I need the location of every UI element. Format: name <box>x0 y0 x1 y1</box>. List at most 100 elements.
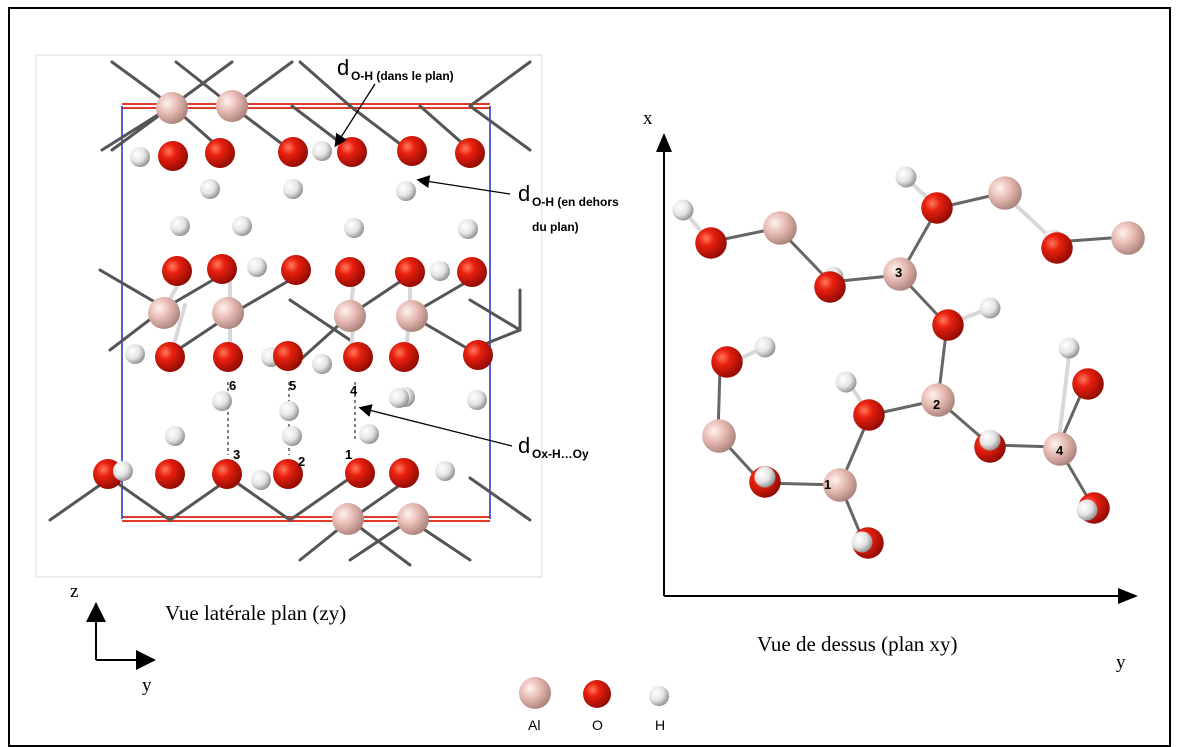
side-view-caption: Vue latérale plan (zy) <box>165 601 346 625</box>
legend-label-al: Al <box>528 717 540 733</box>
oxygen-atom <box>155 459 185 489</box>
site-number-5: 5 <box>289 378 296 393</box>
svg-text:d: d <box>337 55 349 80</box>
oxygen-atom <box>397 136 427 166</box>
legend-label-o: O <box>592 717 603 733</box>
aluminium-atom <box>332 503 364 535</box>
aluminium-atom <box>823 468 857 502</box>
bond <box>288 298 352 342</box>
aluminium-atom <box>397 503 429 535</box>
legend-label-h: H <box>655 717 665 733</box>
oxygen-atom <box>345 458 375 488</box>
oxygen-atom <box>213 342 243 372</box>
hydrogen-atom <box>467 390 487 410</box>
site-number-3: 3 <box>233 447 240 462</box>
aluminium-atom <box>1111 221 1145 255</box>
oxygen-atom <box>814 271 846 303</box>
bond <box>468 476 532 522</box>
hydrogen-atom <box>851 531 873 553</box>
oxygen-atom <box>853 399 885 431</box>
hydrogen-atom <box>895 166 917 188</box>
oxygen-atom <box>921 192 953 224</box>
bond <box>288 476 352 522</box>
top-site-number-2: 2 <box>933 397 940 412</box>
oxygen-atom <box>1072 368 1104 400</box>
oxygen-atom <box>162 256 192 286</box>
hydrogen-atom <box>130 147 150 167</box>
hydrogen-atom <box>430 261 450 281</box>
bond <box>468 60 532 108</box>
site-number-2: 2 <box>298 454 305 469</box>
oxygen-atom <box>335 257 365 287</box>
hydrogen-atom <box>312 354 332 374</box>
top-view-caption: Vue de dessus (plan xy) <box>757 632 958 656</box>
hydrogen-atom <box>396 181 416 201</box>
oxygen-atom <box>205 138 235 168</box>
annotation-d-ox-h-oy: d Ox-H…Oy <box>358 404 589 461</box>
hydrogen-atom <box>344 218 364 238</box>
oxygen-atom <box>389 342 419 372</box>
oxygen-atom <box>695 227 727 259</box>
oxygen-atom <box>273 341 303 371</box>
atom-legend: Al O H <box>519 677 669 733</box>
hydrogen-atom <box>282 426 302 446</box>
aluminium-atom <box>148 297 180 329</box>
oxygen-atom <box>273 459 303 489</box>
side-view-axes: z y Vue latérale plan (zy) <box>70 581 346 696</box>
svg-text:O-H (dans le plan): O-H (dans le plan) <box>351 69 454 83</box>
oxygen-atom <box>389 458 419 488</box>
oxygen-atom <box>711 346 743 378</box>
aluminium-atom <box>212 297 244 329</box>
hydrogen-atom <box>979 429 1001 451</box>
hydrogen-atom <box>835 371 857 393</box>
hydrogen-atom <box>458 219 478 239</box>
oxygen-atom <box>463 340 493 370</box>
side-view-background <box>35 54 543 578</box>
hydrogen-atom <box>212 391 232 411</box>
bond <box>468 298 522 332</box>
side-view-atoms <box>93 90 493 535</box>
hydrogen-atom <box>113 461 133 481</box>
bond <box>298 60 352 108</box>
hydrogen-atom <box>754 466 776 488</box>
oxygen-atom <box>207 254 237 284</box>
axis-label-y-right: y <box>1116 652 1126 673</box>
top-site-number-1: 1 <box>824 477 831 492</box>
oxygen-atom <box>343 342 373 372</box>
svg-text:O-H (en dehors: O-H (en dehors <box>532 195 619 209</box>
bond <box>228 476 292 522</box>
top-view-axes: x y Vue de dessus (plan xy) <box>643 108 1138 673</box>
aluminium-atom <box>883 257 917 291</box>
aluminium-atom <box>988 176 1022 210</box>
oxygen-atom <box>337 137 367 167</box>
legend-al-sphere <box>519 677 551 709</box>
bond <box>1056 346 1072 449</box>
annotation-d-oh-out-of-plane: d O-H (en dehors du plan) <box>416 175 619 234</box>
aluminium-atom <box>1043 432 1077 466</box>
hydrogen-atom <box>435 461 455 481</box>
svg-text:d: d <box>518 433 530 458</box>
site-number-6: 6 <box>229 378 236 393</box>
aluminium-atom <box>334 300 366 332</box>
aluminium-atom <box>921 383 955 417</box>
oxygen-atom <box>455 138 485 168</box>
aluminium-atom <box>156 92 188 124</box>
hydrogen-atom <box>170 216 190 236</box>
aluminium-atom <box>702 419 736 453</box>
hydrogen-atom <box>1058 337 1080 359</box>
aluminium-atom <box>216 90 248 122</box>
hydrogen-atom <box>251 470 271 490</box>
top-site-number-4: 4 <box>1056 443 1064 458</box>
oxygen-atom <box>212 459 242 489</box>
oxygen-atom <box>281 255 311 285</box>
oxygen-atom <box>278 137 308 167</box>
oxygen-atom <box>395 257 425 287</box>
svg-text:d: d <box>518 181 530 206</box>
hydrogen-atom <box>359 424 379 444</box>
hydrogen-atom <box>232 216 252 236</box>
bond <box>348 104 410 152</box>
axis-label-z: z <box>70 581 78 602</box>
bond <box>108 476 172 522</box>
hydrogen-atom <box>979 297 1001 319</box>
